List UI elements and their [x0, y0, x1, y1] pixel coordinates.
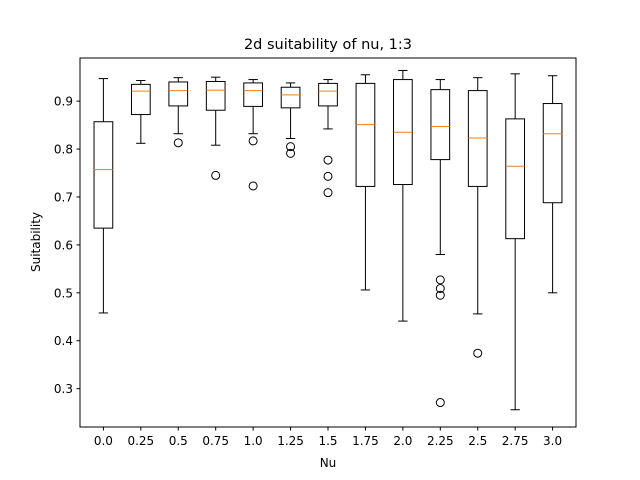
- outlier-point: [435, 275, 445, 285]
- box: [168, 81, 189, 107]
- box-group-0.0: [93, 78, 114, 314]
- outlier-point: [286, 148, 296, 158]
- box: [430, 89, 451, 161]
- x-tick-label: 1.0: [244, 434, 263, 448]
- box-group-1.25: [280, 82, 301, 158]
- y-tick-label: 0.6: [54, 238, 73, 252]
- x-tick-label: 2.25: [427, 434, 454, 448]
- outlier-point: [323, 155, 333, 165]
- box-group-2.5: [467, 77, 488, 358]
- box-group-2.0: [393, 69, 413, 322]
- outlier-point: [173, 138, 183, 148]
- outlier-point: [435, 290, 445, 300]
- y-axis: 0.3 0.4 0.5 0.6 0.7 0.8 0.9: [54, 95, 80, 396]
- boxes-layer: [93, 69, 563, 411]
- box-group-0.25: [130, 80, 151, 144]
- box: [243, 82, 263, 107]
- outlier-point: [323, 188, 333, 198]
- box: [318, 82, 338, 107]
- box-group-0.5: [168, 77, 189, 148]
- box-group-1.5: [318, 79, 338, 198]
- box: [130, 83, 151, 116]
- box-group-2.25: [430, 79, 451, 408]
- box: [205, 80, 226, 111]
- y-tick-label: 0.8: [54, 143, 73, 157]
- x-tick-label: 0.75: [202, 434, 229, 448]
- y-tick-label: 0.9: [54, 95, 73, 109]
- box-group-3.0: [542, 75, 563, 294]
- y-tick-label: 0.7: [54, 190, 73, 204]
- x-tick-label: 0.0: [94, 434, 113, 448]
- y-tick-label: 0.3: [54, 382, 73, 396]
- x-tick-label: 2.75: [502, 434, 529, 448]
- box: [505, 118, 526, 240]
- x-tick-label: 1.25: [277, 434, 304, 448]
- box-group-2.75: [505, 73, 526, 411]
- x-axis-label: Nu: [320, 456, 337, 470]
- x-tick-label: 2.5: [468, 434, 487, 448]
- x-tick-label: 0.5: [169, 434, 188, 448]
- x-tick-label: 2.0: [393, 434, 412, 448]
- outlier-point: [248, 136, 258, 146]
- box-group-1.0: [243, 79, 263, 191]
- x-tick-label: 1.5: [318, 434, 337, 448]
- box-group-1.75: [355, 74, 376, 291]
- box: [93, 121, 114, 229]
- outlier-point: [248, 181, 258, 191]
- box: [355, 82, 376, 187]
- x-tick-label: 0.25: [127, 434, 154, 448]
- box-group-0.75: [205, 76, 226, 180]
- outlier-point: [286, 142, 296, 152]
- y-tick-label: 0.4: [54, 334, 73, 348]
- outlier-point: [473, 348, 483, 358]
- x-tick-label: 1.75: [352, 434, 379, 448]
- x-axis: 0.0 0.25 0.5 0.75 1.0 1.25 1.5 1.75 2.0 2.25 2.5 2.…: [94, 427, 562, 448]
- outlier-point: [323, 171, 333, 181]
- x-tick-label: 3.0: [543, 434, 562, 448]
- box: [542, 103, 563, 204]
- outlier-point: [211, 170, 221, 180]
- outlier-point: [435, 284, 445, 294]
- chart-title: 2d suitability of nu, 1:3: [244, 37, 412, 53]
- y-tick-label: 0.5: [54, 286, 73, 300]
- box: [280, 86, 301, 109]
- y-axis-label: Suitability: [29, 212, 43, 272]
- outlier-point: [435, 398, 445, 408]
